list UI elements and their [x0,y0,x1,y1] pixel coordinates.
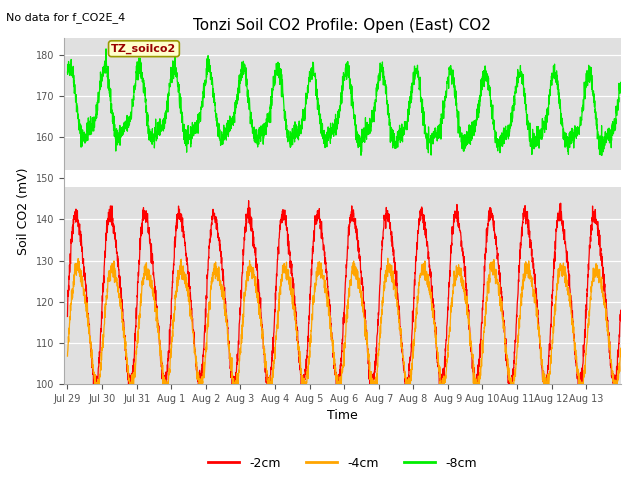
Bar [64,187,621,384]
Y-axis label: Soil CO2 (mV): Soil CO2 (mV) [17,168,30,255]
Text: TZ_soilco2: TZ_soilco2 [111,44,177,54]
Title: Tonzi Soil CO2 Profile: Open (East) CO2: Tonzi Soil CO2 Profile: Open (East) CO2 [193,18,492,33]
X-axis label: Time: Time [327,409,358,422]
Bar [64,38,621,170]
Legend: -2cm, -4cm, -8cm: -2cm, -4cm, -8cm [204,452,481,475]
Text: No data for f_CO2E_4: No data for f_CO2E_4 [6,12,125,23]
